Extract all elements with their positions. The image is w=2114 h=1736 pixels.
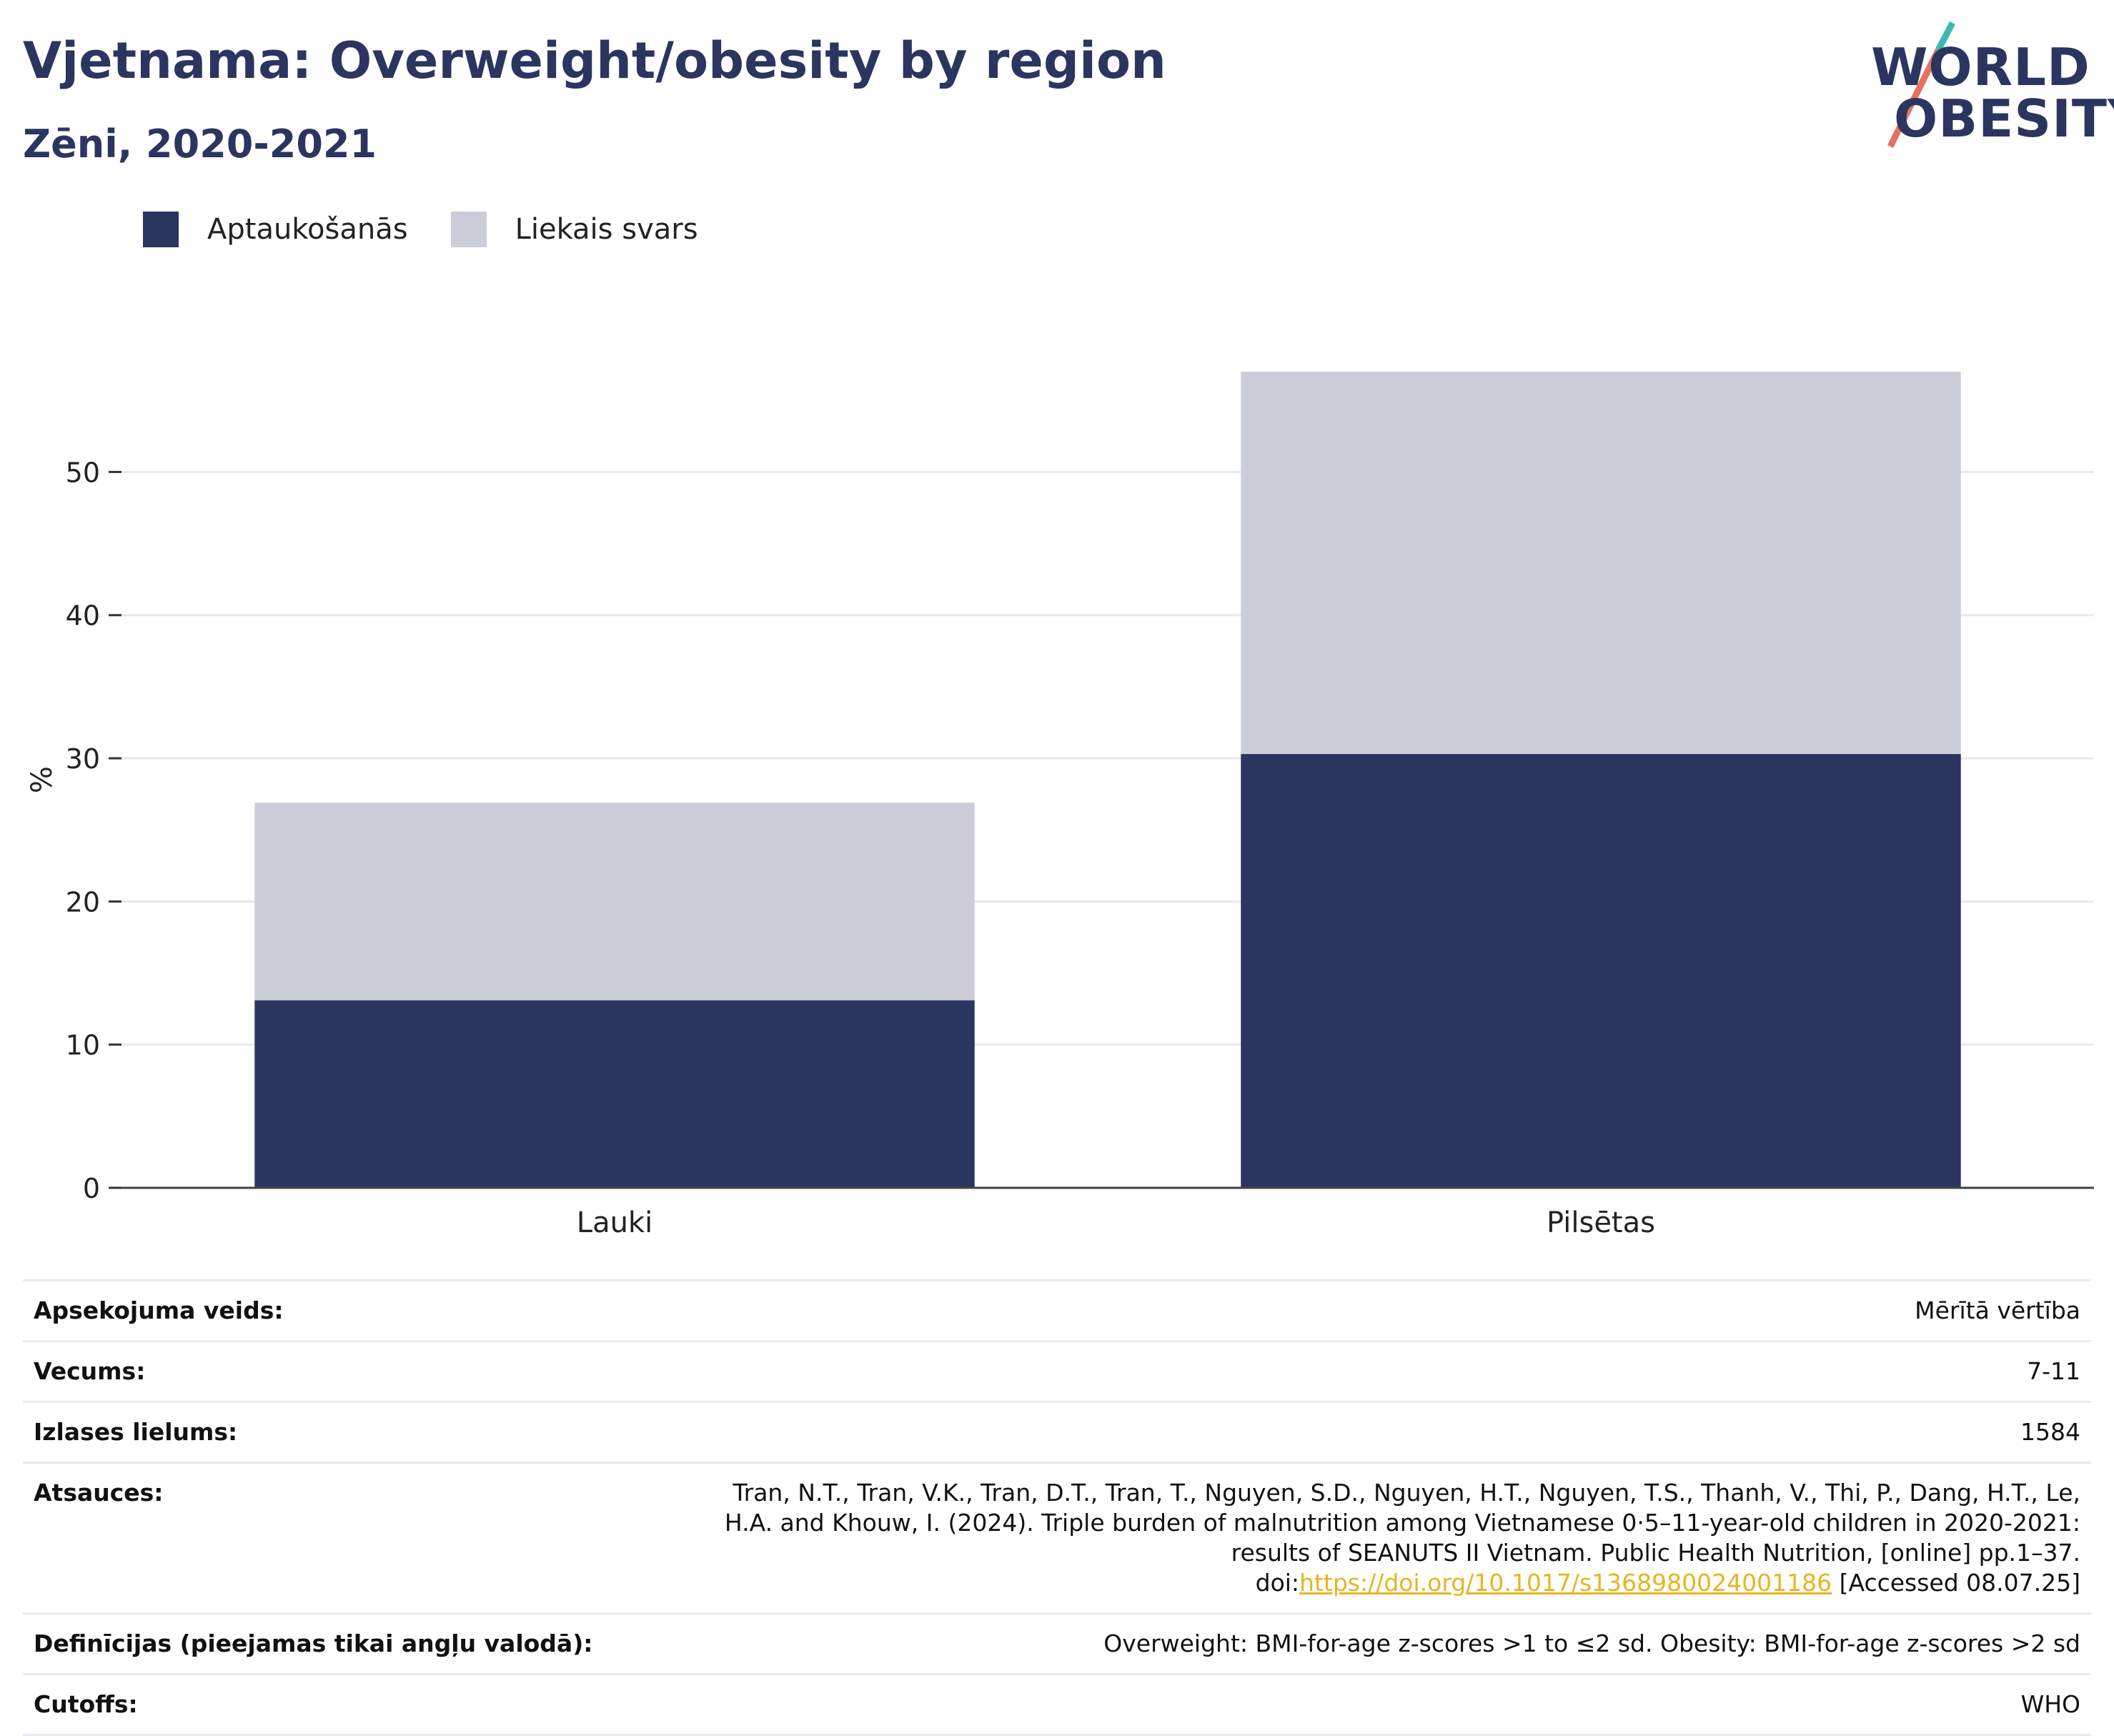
legend-swatch-obesity [143, 212, 179, 247]
logo-slash-icon [1887, 21, 1955, 149]
y-tick-label: 10 [66, 1030, 100, 1061]
stacked-bar-chart: 0 10 20 30 40 50% Lauki Pilsētas [26, 372, 2094, 1239]
info-key: Vecums: [34, 1357, 146, 1385]
table-row: Definīcijas (pieejamas tikai angļu valod… [23, 1613, 2091, 1675]
info-key: Apsekojuma veids: [34, 1296, 284, 1324]
bar-overweight [254, 803, 975, 1001]
info-value: WHO [2020, 1690, 2080, 1718]
legend-item-overweight[interactable]: Liekais svars [450, 212, 698, 247]
info-value: 1584 [2020, 1418, 2080, 1446]
table-row: Izlases lielums: 1584 [23, 1402, 2091, 1463]
table-row: Cutoffs: WHO [23, 1674, 2091, 1735]
x-tick-label: Lauki [577, 1206, 652, 1239]
x-tick-label: Pilsētas [1547, 1206, 1655, 1239]
legend-swatch-overweight [450, 212, 487, 247]
bar-overweight [1241, 372, 1961, 755]
reference-accessed: [Accessed 08.07.25] [1832, 1569, 2080, 1597]
logo-word-obesity: OBESITY [1894, 89, 2114, 149]
y-axis-label: % [26, 766, 59, 793]
info-value: 7-11 [2027, 1357, 2080, 1385]
table-row: Atsauces: Tran, N.T., Tran, V.K., Tran, … [23, 1462, 2091, 1614]
table-row: Vecums: 7-11 [23, 1341, 2091, 1402]
info-key: Izlases lielums: [34, 1418, 238, 1446]
reference-text: Tran, N.T., Tran, V.K., Tran, D.T., Tran… [724, 1479, 2080, 1597]
legend-label-obesity: Aptaukošanās [207, 213, 408, 246]
info-table: Apsekojuma veids: Mērītā vērtība Vecums:… [23, 1279, 2091, 1736]
legend-label-overweight: Liekais svars [515, 213, 698, 246]
info-key: Definīcijas (pieejamas tikai angļu valod… [34, 1630, 593, 1657]
y-tick-label: 0 [83, 1173, 100, 1204]
bar-obesity [254, 1000, 975, 1188]
y-tick-label: 30 [66, 743, 100, 775]
reference-doi-link[interactable]: https://doi.org/10.1017/s136898002400118… [1299, 1569, 1832, 1597]
chart-title: Vjetnama: Overweight/obesity by region [23, 31, 1166, 90]
world-obesity-logo[interactable]: WORLD OBESITY [1858, 21, 2114, 150]
bar-obesity [1241, 754, 1961, 1188]
logo-word-world: WORLD [1871, 37, 2090, 97]
reference-value: Tran, N.T., Tran, V.K., Tran, D.T., Tran… [688, 1463, 2091, 1614]
y-tick-label: 40 [66, 600, 100, 632]
chart-legend: Aptaukošanās Liekais svars [143, 212, 741, 247]
y-tick-label: 20 [66, 886, 100, 918]
info-value: Mērītā vērtība [1915, 1296, 2080, 1324]
chart-subtitle: Zēni, 2020-2021 [23, 121, 377, 167]
info-key: Atsauces: [34, 1479, 164, 1507]
info-key: Cutoffs: [34, 1690, 138, 1718]
info-value: Overweight: BMI-for-age z-scores >1 to ≤… [1103, 1630, 2080, 1657]
y-tick-label: 50 [66, 457, 100, 488]
legend-item-obesity[interactable]: Aptaukošanās [143, 212, 408, 247]
table-row: Apsekojuma veids: Mērītā vērtība [23, 1280, 2091, 1341]
